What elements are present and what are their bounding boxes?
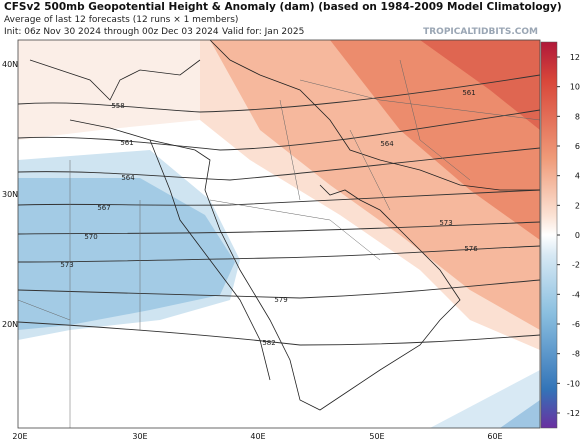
- colorbar-tick-label: 6: [575, 142, 580, 151]
- title: CFSv2 500mb Geopotential Height & Anomal…: [4, 1, 562, 13]
- contour-label: 567: [97, 204, 110, 212]
- contour-label: 576: [464, 245, 478, 253]
- longitude-label: 20E: [12, 432, 27, 441]
- latitude-label: 40N: [2, 60, 18, 69]
- subtitle: Average of last 12 forecasts (12 runs × …: [4, 15, 238, 25]
- colorbar-tick-label: -10: [567, 379, 580, 388]
- longitude-label: 50E: [369, 432, 384, 441]
- colorbar-tick-label: -2: [572, 261, 580, 270]
- map-area: [18, 40, 540, 428]
- longitude-label: 40E: [250, 432, 265, 441]
- longitude-label: 60E: [487, 432, 502, 441]
- colorbar-tick-label: 10: [570, 83, 580, 92]
- contour-label: 579: [274, 296, 287, 304]
- colorbar-tick-label: -4: [572, 290, 580, 299]
- contour-label: 573: [60, 261, 73, 269]
- map-frame: [17, 39, 541, 429]
- contour-label: 564: [121, 174, 135, 182]
- contour-label: 582: [262, 339, 275, 347]
- colorbar-tick-label: -6: [572, 320, 580, 329]
- latitude-label: 20N: [2, 320, 18, 329]
- valid-time: Valid for: Jan 2025: [222, 27, 304, 37]
- colorbar-tick-label: -8: [572, 350, 580, 359]
- colorbar-tick-label: 2: [575, 201, 580, 210]
- init-time: Init: 06z Nov 30 2024 through 00z Dec 03…: [4, 27, 219, 37]
- contour-label: 564: [380, 140, 394, 148]
- colorbar-tick-label: 12: [570, 53, 580, 62]
- contour-label: 561: [120, 139, 133, 147]
- colorbar: [540, 41, 558, 429]
- contour-label: 558: [111, 102, 124, 110]
- longitude-label: 30E: [132, 432, 147, 441]
- colorbar-tick-label: -12: [567, 409, 580, 418]
- latitude-label: 30N: [2, 190, 18, 199]
- contour-label: 573: [439, 219, 452, 227]
- contour-label: 570: [84, 233, 97, 241]
- colorbar-tick-label: 0: [575, 231, 580, 240]
- colorbar-tick-label: 8: [575, 112, 580, 121]
- contour-label: 561: [462, 89, 475, 97]
- colorbar-tick-label: 4: [575, 172, 580, 181]
- watermark: TROPICALTIDBITS.COM: [423, 27, 538, 37]
